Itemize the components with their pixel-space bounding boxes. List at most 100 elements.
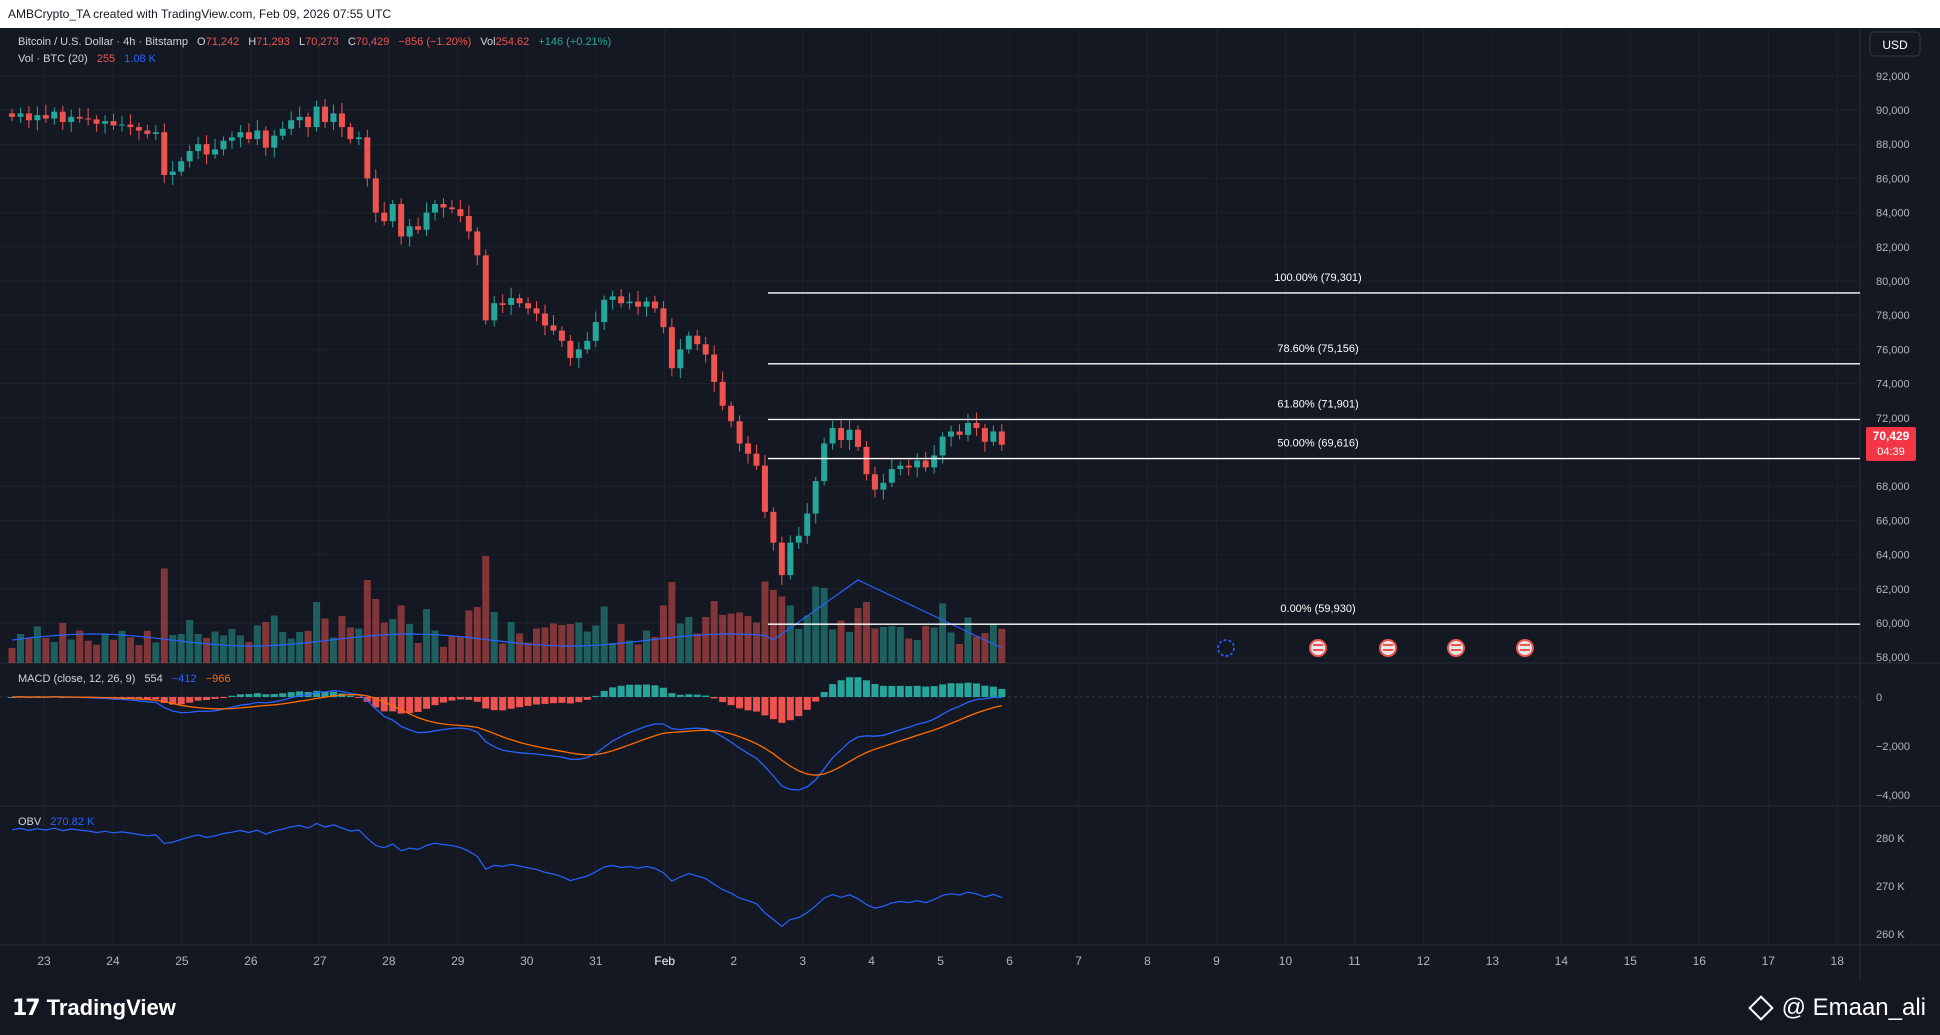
attribution-text: AMBCrypto_TA created with TradingView.co… <box>8 7 392 21</box>
macd-histogram-bar <box>947 683 955 697</box>
us-flag-icon[interactable] <box>1309 639 1327 657</box>
volume-bar <box>16 634 24 663</box>
legend-open-label: O <box>197 36 206 48</box>
candle-body <box>558 330 565 341</box>
macd-histogram-bar <box>702 695 710 697</box>
macd-histogram-bar <box>270 693 278 697</box>
us-flag-icon[interactable] <box>1447 639 1465 657</box>
tradingview-logo[interactable]: 17 TradingView <box>12 993 176 1023</box>
volume-bar <box>693 633 701 663</box>
candles <box>9 99 1005 586</box>
volume-bar <box>829 629 837 663</box>
macd-histogram-bar <box>659 687 667 697</box>
candle-body <box>212 149 219 155</box>
macd-tick-label: 0 <box>1876 692 1882 704</box>
volume-bar <box>922 626 930 663</box>
price-tick-label: 64,000 <box>1876 550 1910 562</box>
currency-button[interactable]: USD <box>1869 31 1921 57</box>
time-tick-label: 31 <box>589 954 603 968</box>
candle-body <box>127 124 134 128</box>
legend-volume: Vol · BTC (20) 255 1.08 K <box>18 53 157 65</box>
volume-bar <box>194 634 202 663</box>
volume-bar <box>744 616 752 663</box>
obv-tick-label: 260 K <box>1876 929 1905 941</box>
macd-histogram-bar <box>228 695 236 697</box>
macd-histogram-bar <box>279 693 287 697</box>
candle-body <box>51 111 58 119</box>
legend-vol: 254.62 <box>496 36 530 48</box>
macd-histogram-bar <box>846 677 854 697</box>
macd-histogram-bar <box>981 685 989 697</box>
chart-canvas[interactable]: 100.00% (79,301) 78.60% (75,156) 61.80% (7… <box>0 28 1940 981</box>
volume-bar <box>803 615 811 663</box>
volume-bar <box>279 632 287 663</box>
macd-histogram-bar <box>964 682 972 697</box>
fib-retracement[interactable]: 100.00% (79,301) 78.60% (75,156) 61.80% (7… <box>768 272 1860 625</box>
macd-histogram-bar <box>490 697 498 711</box>
candle-body <box>618 296 625 304</box>
volume-bar <box>862 602 870 663</box>
volume-bar <box>752 622 760 663</box>
candle-body <box>643 301 650 307</box>
candle-body <box>322 106 329 122</box>
volume-bar <box>956 644 964 663</box>
candle-body <box>338 113 345 128</box>
candle-body <box>144 130 151 134</box>
macd-histogram-bar <box>262 694 270 697</box>
price-tick-label: 88,000 <box>1876 139 1910 151</box>
macd-histogram-bar <box>549 697 557 704</box>
candle-body <box>85 118 92 120</box>
candle-body <box>711 354 718 382</box>
candle-body <box>110 121 117 126</box>
tradingview-brand: TradingView <box>46 995 176 1020</box>
volume-bar <box>406 624 414 663</box>
candle-body <box>914 460 921 468</box>
macd-histogram-bar <box>795 697 803 717</box>
candle-body <box>42 115 49 119</box>
scales: 92,000 90,000 88,000 86,000 84,000 82,000 80,0… <box>37 71 1910 968</box>
macd-tick-label: −2,000 <box>1876 741 1910 753</box>
obv-pane <box>11 822 1003 928</box>
volume-bar <box>380 622 388 663</box>
macd-histogram-bar <box>220 697 227 698</box>
volume-bar <box>981 633 989 663</box>
volume-bar <box>778 596 786 663</box>
economic-events[interactable] <box>1217 639 1534 657</box>
macd-histogram-bar <box>778 697 786 723</box>
candle-body <box>719 381 726 406</box>
us-flag-stripe <box>1520 649 1530 651</box>
time-tick-label: 29 <box>451 954 465 968</box>
candle-body <box>474 231 481 256</box>
macd-histogram-bar <box>389 697 397 712</box>
time-tick-label: 25 <box>175 954 189 968</box>
candle-body <box>609 296 616 300</box>
candle-body <box>161 132 168 175</box>
us-flag-icon[interactable] <box>1516 639 1534 657</box>
us-flag-circle <box>1516 639 1534 657</box>
macd-histogram-bar <box>727 697 735 706</box>
volume-ma-line <box>11 579 1003 649</box>
candle-body <box>990 431 997 442</box>
volume-bar <box>338 616 346 663</box>
volume-bar <box>118 630 126 663</box>
volume-bar <box>499 643 507 663</box>
macd-histogram-bar <box>211 697 219 699</box>
time-tick-label: 5 <box>937 954 944 968</box>
candle-body <box>863 446 870 475</box>
chart-area[interactable]: 100.00% (79,301) 78.60% (75,156) 61.80% (7… <box>0 28 1940 981</box>
candle-body <box>448 207 455 210</box>
us-flag-icon[interactable] <box>1379 639 1397 657</box>
volume-bar <box>296 632 304 663</box>
macd-histogram-bar <box>922 686 930 697</box>
volume-bar <box>761 581 769 663</box>
time-tick-label: 12 <box>1417 954 1431 968</box>
macd-histogram-bar <box>346 695 354 697</box>
volume-bar <box>456 637 464 663</box>
legend-high-label: H <box>248 36 256 48</box>
candle-body <box>245 132 252 140</box>
time-tick-label: 23 <box>37 954 51 968</box>
volume-bar <box>372 599 380 663</box>
volume-bar <box>676 623 684 663</box>
macd-histogram-bar <box>972 683 980 697</box>
macd-histogram-bar <box>769 697 777 720</box>
